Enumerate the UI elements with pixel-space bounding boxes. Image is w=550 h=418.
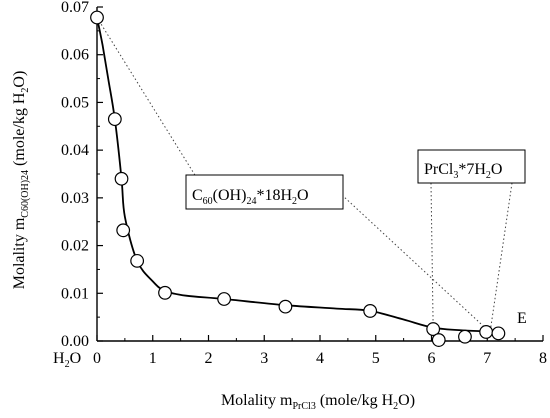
- x-tick-label: 0: [93, 350, 101, 367]
- phase-label-c60-sub: 2: [292, 196, 297, 207]
- y-title-unit: (mole/kg H: [11, 92, 28, 170]
- point-label-e: E: [517, 310, 527, 327]
- y-title-sub: C60(OH)24: [20, 170, 31, 218]
- x-tick-label: 5: [372, 350, 380, 367]
- y-tick-label: 0.03: [61, 190, 89, 207]
- phase-label-prcl3-box: [417, 149, 526, 184]
- x-title-end: O): [398, 392, 415, 409]
- data-point: [458, 329, 472, 344]
- data-point: [278, 299, 293, 314]
- phase-label-prcl3-part: PrCl: [424, 161, 454, 178]
- x-title-unit: (mole/kg H: [316, 392, 394, 409]
- x-tick-label: 3: [260, 350, 268, 367]
- y-tick-label: 0.04: [61, 142, 89, 159]
- data-point: [479, 325, 494, 339]
- y-title-end: O): [11, 71, 28, 88]
- x-tick-label: 8: [539, 350, 547, 367]
- phase-label-prcl3-text: PrCl3*7H2O: [424, 161, 502, 181]
- x-tick-label: 4: [316, 350, 324, 367]
- y-axis-title: Molality mC60(OH)24 (mole/kg H2O): [11, 71, 31, 290]
- data-point: [491, 326, 506, 341]
- x-title-sub: PrCl3: [293, 401, 316, 412]
- x-tick-label: 7: [483, 350, 491, 367]
- y-title-main: Molality m: [11, 217, 28, 289]
- data-point: [130, 253, 145, 268]
- h2o-sub: 2: [65, 359, 70, 370]
- h2o-o: O: [70, 350, 82, 367]
- data-point: [217, 292, 232, 306]
- data-point: [431, 333, 446, 347]
- h2o-h: H: [53, 350, 65, 367]
- axes: 0 1 2 3 4 5 6 7 8 0.00 0.01 0.02 0.03 0.04 0.05 0.06 0.0…: [61, 0, 547, 367]
- x-title-sub2: 2: [393, 401, 398, 412]
- data-point: [107, 112, 122, 127]
- data-point: [158, 285, 172, 300]
- phase-label-prcl3-sub: 2: [486, 170, 491, 181]
- tie-line-prcl3-right: [489, 182, 513, 333]
- phase-label-c60-part: O: [297, 187, 309, 204]
- phase-label-c60-part: C: [192, 187, 203, 204]
- x-title-main: Molality m: [221, 392, 293, 409]
- y-tick-label: 0.01: [61, 285, 89, 302]
- phase-label-prcl3-part: O: [491, 161, 503, 178]
- y-tick-label: 0.06: [61, 47, 89, 64]
- phase-label-c60-sub: 24: [246, 196, 256, 207]
- x-axis-title: Molality mPrCl3 (mole/kg H2O): [221, 392, 415, 412]
- data-point: [363, 304, 378, 318]
- y-tick-label: 0.07: [61, 0, 89, 16]
- phase-label-prcl3-sub: 3: [453, 170, 458, 181]
- y-tick-label: 0.02: [61, 238, 89, 255]
- x-tick-label: 2: [205, 350, 213, 367]
- y-tick-label: 0.00: [61, 333, 89, 350]
- phase-label-c60-box: [185, 174, 344, 210]
- y-tick-label: 0.05: [61, 94, 89, 111]
- data-point: [90, 10, 104, 25]
- h2o-corner-label: H2O: [53, 350, 81, 370]
- data-point: [116, 223, 131, 238]
- tie-line-prcl3-left: [430, 182, 434, 330]
- data-point: [114, 171, 129, 186]
- phase-label-c60-part: (OH): [213, 187, 247, 204]
- phase-label-prcl3-part: *7H: [458, 161, 486, 178]
- y-title-sub2: 2: [20, 88, 31, 93]
- phase-label-c60-part: *18H: [256, 187, 292, 204]
- x-tick-label: 6: [428, 350, 436, 367]
- phase-label-c60-text: C60(OH)24*18H2O: [192, 187, 309, 207]
- phase-label-c60-sub: 60: [203, 196, 213, 207]
- tie-lines: [96, 17, 513, 335]
- data-points: [90, 10, 506, 347]
- x-tick-label: 1: [149, 350, 157, 367]
- data-point: [426, 322, 441, 336]
